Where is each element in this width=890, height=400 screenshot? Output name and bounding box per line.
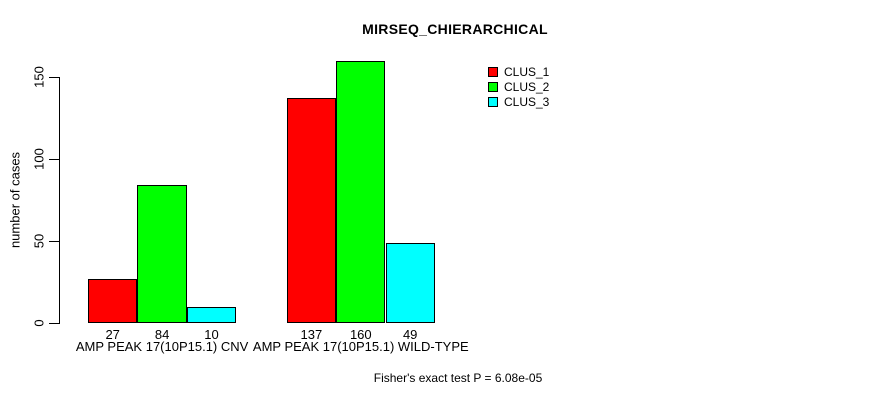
legend-item: CLUS_1 xyxy=(488,64,549,79)
bar-value-label: 137 xyxy=(300,327,323,342)
legend-label: CLUS_1 xyxy=(504,64,550,79)
y-tick-label: 150 xyxy=(31,66,47,88)
legend-item: CLUS_2 xyxy=(488,79,549,94)
bar-value-label: 84 xyxy=(154,327,170,342)
legend-item: CLUS_3 xyxy=(488,94,549,109)
legend-swatch-icon xyxy=(488,81,498,92)
bar-clus_3-group2 xyxy=(385,242,435,323)
bar-clus_2-group2 xyxy=(336,60,386,323)
bar-clus_3-group1 xyxy=(186,306,237,323)
fisher-test-annotation: Fisher's exact test P = 6.08e-05 xyxy=(373,371,543,385)
legend-label: CLUS_3 xyxy=(504,94,550,109)
bar-value-label: 27 xyxy=(105,327,120,342)
bar-value-label: 160 xyxy=(349,327,372,342)
legend-swatch-icon xyxy=(488,96,498,107)
legend-label: CLUS_2 xyxy=(504,79,550,94)
bar-value-label: 10 xyxy=(204,327,219,342)
bar-clus_1-group1 xyxy=(88,278,138,323)
legend: CLUS_1 CLUS_2 CLUS_3 xyxy=(488,64,549,109)
legend-swatch-icon xyxy=(488,66,498,77)
category-label: AMP PEAK 17(10P15.1) WILD-TYPE xyxy=(252,339,469,354)
y-tick-label: 100 xyxy=(31,148,47,170)
category-label: AMP PEAK 17(10P15.1) CNV xyxy=(75,339,249,354)
y-tick-mark xyxy=(49,323,59,324)
bar-clus_2-group1 xyxy=(137,185,187,323)
bar-clus_1-group2 xyxy=(286,98,337,323)
y-tick-mark xyxy=(49,159,59,160)
y-axis-label: number of cases xyxy=(7,151,23,249)
y-tick-mark xyxy=(49,77,59,78)
chart-title: MIRSEQ_CHIERARCHICAL xyxy=(362,21,548,37)
bar-value-label: 49 xyxy=(402,327,418,342)
y-tick-mark xyxy=(49,241,59,242)
y-tick-label: 50 xyxy=(31,233,47,249)
y-tick-label: 0 xyxy=(31,319,47,327)
y-axis-line xyxy=(59,77,60,324)
